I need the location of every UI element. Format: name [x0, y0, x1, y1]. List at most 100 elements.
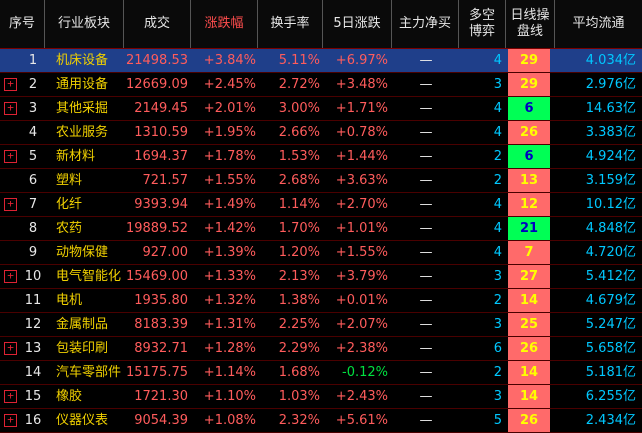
main-flow-value: — [419, 365, 433, 380]
col-header-main-flow[interactable]: 主力净买 [398, 16, 451, 31]
bull-bear-value: 2 [493, 149, 502, 164]
main-flow-value: — [419, 53, 433, 68]
table-row[interactable]: 4 农业服务 1310.59 +1.95% 2.66% +0.78% — 4 26 3.383亿 [0, 121, 642, 145]
sector-name: 金属制品 [56, 317, 109, 332]
five-day-change: +1.71% [335, 101, 388, 116]
main-flow-value: — [419, 341, 433, 356]
sector-name: 其他采掘 [56, 101, 109, 116]
change-value: +1.32% [203, 293, 256, 308]
table-row[interactable]: 6 塑料 721.57 +1.55% 2.68% +3.63% — 2 13 3.159亿 [0, 169, 642, 193]
volume-value: 21498.53 [125, 53, 188, 68]
row-index: 10 [24, 269, 42, 284]
change-value: +1.28% [203, 341, 256, 356]
expand-icon[interactable]: + [4, 198, 17, 211]
change-value: +1.39% [203, 245, 256, 260]
table-row[interactable]: 11 电机 1935.80 +1.32% 1.38% +0.01% — 2 14 4.679亿 [0, 289, 642, 313]
col-header-sector[interactable]: 行业板块 [57, 16, 110, 31]
avg-float-value: 4.679亿 [585, 293, 636, 308]
row-index: 5 [28, 149, 38, 164]
volume-value: 1935.80 [134, 293, 188, 308]
daily-line-badge: 14 [508, 385, 550, 408]
sector-name: 电机 [56, 293, 83, 308]
five-day-change: -0.12% [342, 365, 388, 380]
avg-float-value: 5.181亿 [585, 365, 636, 380]
table-row[interactable]: 1 机床设备 21498.53 +3.84% 5.11% +6.97% — 4 29 4.034亿 [0, 49, 642, 73]
table-body: 1 机床设备 21498.53 +3.84% 5.11% +6.97% —4 29 4.034亿… [0, 49, 642, 433]
table-row[interactable]: +10 电气智能化 15469.00 +1.33% 2.13% +3.79% — 3 27 5.4… [0, 265, 642, 289]
turnover-value: 2.29% [278, 341, 320, 356]
expand-icon[interactable]: + [4, 150, 17, 163]
expand-icon[interactable]: + [4, 414, 17, 427]
table-row[interactable]: +5 新材料 1694.37 +1.78% 1.53% +1.44% — 2 6 4.924亿 [0, 145, 642, 169]
table-row[interactable]: 9 动物保健 927.00 +1.39% 1.20% +1.55% — 4 7 4.720亿 [0, 241, 642, 265]
bull-bear-value: 3 [493, 317, 502, 332]
avg-float-value: 4.924亿 [585, 149, 636, 164]
five-day-change: +1.55% [335, 245, 388, 260]
change-value: +1.31% [203, 317, 256, 332]
row-index: 11 [24, 293, 42, 308]
row-index: 7 [28, 197, 38, 212]
change-value: +3.84% [203, 53, 256, 68]
avg-float-value: 4.848亿 [585, 221, 636, 236]
table-row[interactable]: 14 汽车零部件 15175.75 +1.14% 1.68% -0.12% — 2 14 5.18… [0, 361, 642, 385]
row-index: 9 [28, 245, 38, 260]
col-header-avg-float[interactable]: 平均流通 [572, 16, 625, 31]
sector-name: 塑料 [56, 173, 83, 188]
volume-value: 721.57 [142, 173, 189, 188]
expand-icon[interactable]: + [4, 270, 17, 283]
main-flow-value: — [419, 245, 433, 260]
five-day-change: +5.61% [335, 413, 388, 428]
change-value: +2.45% [203, 77, 256, 92]
five-day-change: +1.01% [335, 221, 388, 236]
table-row[interactable]: 8 农药 19889.52 +1.42% 1.70% +1.01% — 4 21 4.848亿 [0, 217, 642, 241]
table-row[interactable]: 12 金属制品 8183.39 +1.31% 2.25% +2.07% — 3 25 5.247亿 [0, 313, 642, 337]
turnover-value: 2.13% [278, 269, 320, 284]
bull-bear-value: 3 [493, 77, 502, 92]
five-day-change: +0.78% [335, 125, 388, 140]
sector-name: 仪器仪表 [56, 413, 109, 428]
avg-float-value: 14.63亿 [585, 101, 636, 116]
daily-line-badge: 21 [508, 217, 550, 240]
bull-bear-value: 4 [493, 245, 502, 260]
volume-value: 9054.39 [134, 413, 188, 428]
turnover-value: 2.25% [278, 317, 320, 332]
avg-float-value: 6.255亿 [585, 389, 636, 404]
expand-icon[interactable]: + [4, 342, 17, 355]
main-flow-value: — [419, 389, 433, 404]
main-flow-value: — [419, 77, 433, 92]
bull-bear-value: 2 [493, 365, 502, 380]
sector-name: 汽车零部件 [56, 365, 122, 380]
turnover-value: 2.32% [278, 413, 320, 428]
table-header: 序号 行业板块 成交 涨跌幅 换手率 5日涨跌 主力净买 多空 博弈 日线操 盘… [0, 0, 642, 49]
avg-float-value: 5.412亿 [585, 269, 636, 284]
col-header-volume[interactable]: 成交 [143, 16, 170, 31]
table-row[interactable]: +7 化纤 9393.94 +1.49% 1.14% +2.70% — 4 12 10.12亿 [0, 193, 642, 217]
col-header-index[interactable]: 序号 [8, 16, 35, 31]
col-header-turnover[interactable]: 换手率 [270, 16, 310, 31]
col-header-bull-bear[interactable]: 多空 博弈 [468, 8, 495, 39]
turnover-value: 1.68% [278, 365, 320, 380]
col-header-5day[interactable]: 5日涨跌 [333, 16, 381, 31]
bull-bear-value: 3 [493, 269, 502, 284]
col-header-change[interactable]: 涨跌幅 [204, 16, 244, 31]
table-row[interactable]: +13 包装印刷 8932.71 +1.28% 2.29% +2.38% — 6 26 5.658… [0, 337, 642, 361]
table-row[interactable]: +3 其他采掘 2149.45 +2.01% 3.00% +1.71% — 4 6 14.63亿 [0, 97, 642, 121]
main-flow-value: — [419, 101, 433, 116]
bull-bear-value: 4 [493, 53, 502, 68]
volume-value: 15469.00 [125, 269, 188, 284]
col-header-daily-line[interactable]: 日线操 盘线 [510, 8, 550, 39]
table-row[interactable]: +15 橡胶 1721.30 +1.10% 1.03% +2.43% — 3 14 6.255亿 [0, 385, 642, 409]
expand-icon[interactable]: + [4, 390, 17, 403]
bull-bear-value: 4 [493, 221, 502, 236]
avg-float-value: 10.12亿 [585, 197, 636, 212]
table-row[interactable]: +16 仪器仪表 9054.39 +1.08% 2.32% +5.61% — 5 26 2.434… [0, 409, 642, 433]
expand-icon[interactable]: + [4, 102, 17, 115]
avg-float-value: 2.434亿 [585, 413, 636, 428]
bull-bear-value: 4 [493, 197, 502, 212]
expand-icon[interactable]: + [4, 78, 17, 91]
volume-value: 19889.52 [125, 221, 188, 236]
avg-float-value: 4.720亿 [585, 245, 636, 260]
bull-bear-value: 4 [493, 101, 502, 116]
table-row[interactable]: +2 通用设备 12669.09 +2.45% 2.72% +3.48% — 3 29 2.976… [0, 73, 642, 97]
row-index: 2 [28, 77, 38, 92]
